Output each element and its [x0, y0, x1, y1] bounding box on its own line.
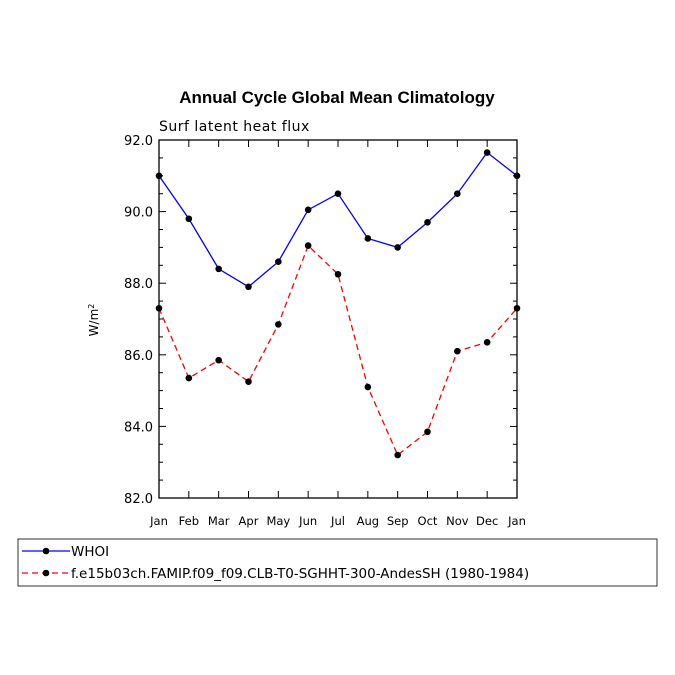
x-tick-label: Apr [239, 514, 259, 528]
series-1-point [454, 347, 461, 355]
series-1-point [483, 338, 491, 346]
x-tick-label: Dec [476, 514, 498, 528]
series-0-point [304, 206, 312, 214]
series-1-point [215, 356, 222, 364]
series-1-point [245, 378, 252, 385]
series-0-point [424, 219, 431, 226]
series-0-point [334, 190, 342, 197]
y-axis-label-sup: 2 [87, 304, 96, 309]
y-tick-label: 82.0 [124, 492, 153, 507]
y-tick-label: 92.0 [124, 134, 153, 149]
y-axis-label: W/m2 [87, 304, 102, 337]
series-1-point [513, 304, 521, 312]
chart-subtitle: Surf latent heat flux [159, 119, 310, 135]
series-0-point [275, 258, 282, 266]
x-tick-label: Mar [208, 514, 230, 528]
series-1-point [424, 428, 431, 436]
series-1-point [185, 374, 193, 382]
series-0-point [245, 283, 252, 291]
series-1-point [394, 451, 401, 459]
y-tick-label: 86.0 [124, 349, 153, 364]
series-1-point [155, 304, 163, 312]
x-tick-label: Jun [298, 514, 317, 528]
series-1-point [275, 321, 282, 328]
series-0-point [394, 244, 401, 251]
x-tick-label: Nov [446, 514, 469, 528]
series-0-point [215, 265, 222, 273]
series-0-point [513, 172, 521, 180]
y-tick-label: 90.0 [124, 206, 153, 221]
x-tick-label: Jan [507, 514, 526, 528]
x-tick-label: Oct [418, 514, 438, 528]
x-tick-label: Jan [149, 514, 168, 528]
y-tick-label: 84.0 [124, 420, 153, 435]
x-tick-label: Aug [357, 514, 379, 528]
series-0-point [185, 215, 193, 223]
x-tick-label: Sep [387, 514, 409, 528]
legend-marker-0 [42, 547, 50, 555]
legend-label-0: WHOI [71, 544, 109, 560]
series-1-point [364, 383, 372, 391]
legend: WHOI f.e15b03ch.FAMIP.f09_f09.CLB-T0-SGHH… [17, 538, 658, 587]
plot-area: 82.0 84.0 86.0 88.0 90.0 92.0 Jan Feb Mar Apr May J… [124, 134, 526, 528]
y-axis-label-text: W/m [87, 309, 101, 337]
legend-label-1: f.e15b03ch.FAMIP.f09_f09.CLB-T0-SGHHT-30… [71, 566, 529, 582]
series-0-point [364, 235, 372, 242]
series-0-point [155, 172, 163, 180]
y-tick-label: 88.0 [124, 277, 153, 292]
series-1-point [304, 242, 312, 249]
x-tick-label: Feb [179, 514, 199, 528]
series-0-point [483, 149, 491, 156]
series-line-0 [158, 151, 518, 288]
legend-box [17, 538, 658, 587]
series-0-point [454, 190, 461, 197]
x-tick-label: Jul [330, 514, 345, 528]
chart-title: Annual Cycle Global Mean Climatology [179, 88, 495, 107]
legend-marker-1 [42, 569, 50, 577]
series-1-point [334, 270, 342, 278]
x-tick-label: May [266, 514, 290, 528]
